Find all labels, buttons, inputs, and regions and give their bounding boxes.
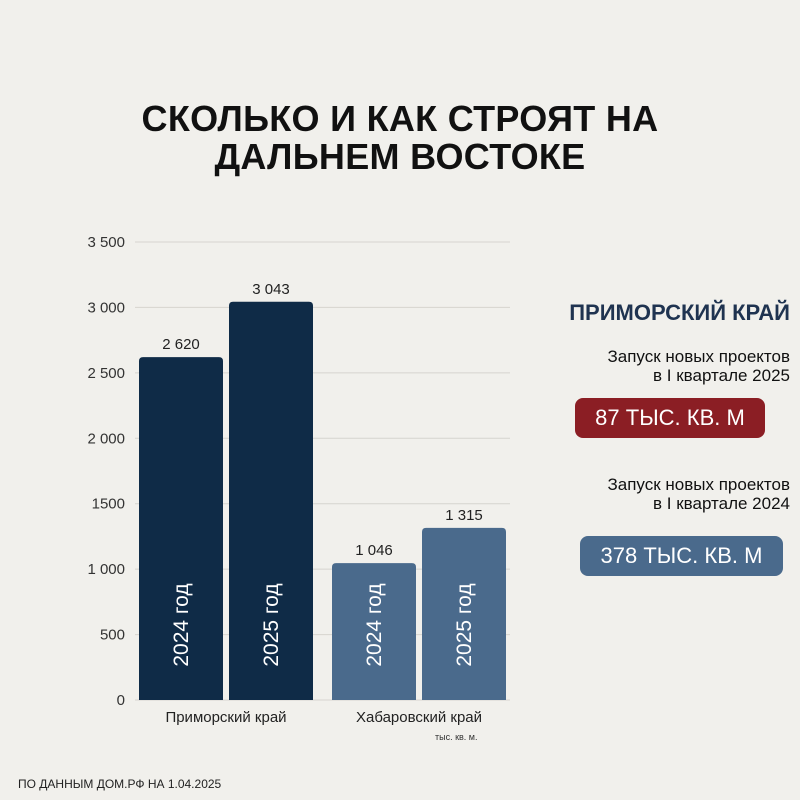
bar-year-label: 2024 год (363, 583, 386, 666)
y-tick-label: 2 000 (87, 430, 125, 447)
side-block2-line2: в I квартале 2024 (653, 494, 790, 513)
side-panel-title: ПРИМОРСКИЙ КРАЙ (569, 300, 790, 325)
y-tick-label: 2 500 (87, 365, 125, 382)
side-block1-line1: Запуск новых проектов (607, 347, 791, 366)
y-tick-label: 0 (117, 692, 125, 709)
bar-value-label: 1 046 (355, 542, 393, 559)
y-tick-label: 1500 (92, 496, 125, 513)
unit-label: тыс. кв. м. (435, 732, 478, 742)
bars (139, 301, 506, 700)
bar-value-labels: 2 620 2024 год 3 043 2025 год 1 046 2024 год 1… (162, 281, 483, 667)
bar-year-label: 2024 год (170, 583, 193, 666)
chart-title-line1: СКОЛЬКО И КАК СТРОЯТ НА (141, 98, 659, 139)
bar-khabarovsk-2025-год (422, 527, 506, 700)
bar-value-label: 3 043 (252, 281, 290, 298)
bar-primorsky-2025-год (229, 301, 313, 700)
y-tick-label: 1 000 (87, 561, 125, 578)
bar-khabarovsk-2024-год (332, 563, 416, 700)
bar-primorsky-2024-год (139, 357, 223, 700)
category-label: Приморский край (165, 709, 286, 726)
side-block1-desc: Запуск новых проектов в I квартале 2025 (520, 347, 791, 385)
side-block1-line2: в I квартале 2025 (653, 366, 790, 385)
y-tick-label: 3 000 (87, 299, 125, 316)
bar-value-label: 1 315 (445, 507, 483, 524)
y-axis-ticks: 0 500 1 000 1500 2 000 2 500 3 000 3 500 (87, 234, 125, 709)
category-label: Хабаровский край (356, 709, 482, 726)
bar-value-label: 2 620 (162, 336, 200, 353)
chart-title: СКОЛЬКО И КАК СТРОЯТ НА ДАЛЬНЕМ ВОСТОКЕ (0, 100, 800, 176)
bar-year-label: 2025 год (260, 583, 283, 666)
source-note: ПО ДАННЫМ ДОМ.РФ НА 1.04.2025 (18, 777, 222, 791)
side-block2-line1: Запуск новых проектов (607, 475, 791, 494)
y-tick-label: 3 500 (87, 234, 125, 251)
category-labels: Приморский край Хабаровский край (165, 709, 482, 726)
side-block1-value-badge: 87 ТЫС. КВ. М (575, 398, 765, 438)
y-tick-label: 500 (100, 627, 125, 644)
bar-year-label: 2025 год (453, 583, 476, 666)
side-block2-value-badge: 378 ТЫС. КВ. М (580, 536, 783, 576)
chart-title-line2: ДАЛЬНЕМ ВОСТОКЕ (214, 136, 586, 177)
side-block2-desc: Запуск новых проектов в I квартале 2024 (520, 475, 791, 513)
